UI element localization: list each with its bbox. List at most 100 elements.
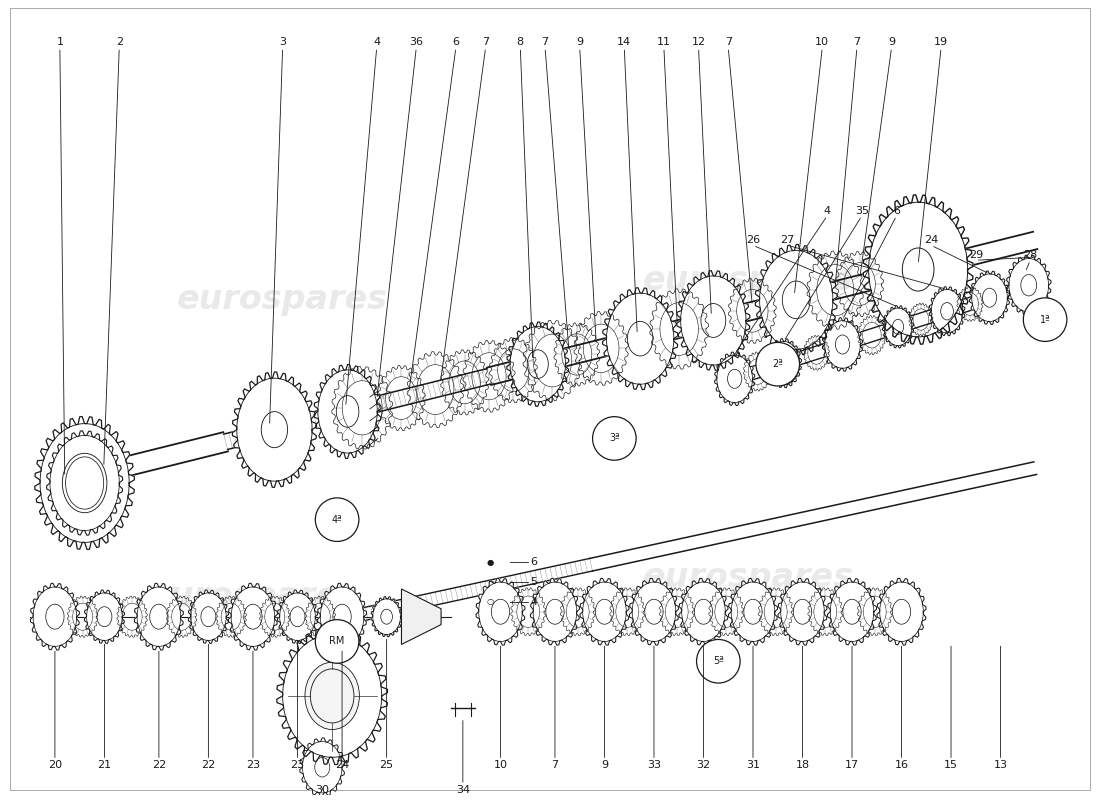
Text: 18: 18 — [795, 760, 810, 770]
Text: 6: 6 — [530, 558, 537, 567]
Polygon shape — [778, 578, 827, 646]
Text: 10: 10 — [815, 38, 829, 47]
Text: ○: ○ — [487, 598, 494, 606]
Circle shape — [593, 417, 636, 460]
Text: eurospares: eurospares — [642, 561, 854, 594]
Text: 6: 6 — [893, 206, 900, 216]
Polygon shape — [31, 583, 79, 650]
Polygon shape — [882, 306, 914, 348]
Polygon shape — [1006, 255, 1052, 315]
Polygon shape — [318, 583, 366, 650]
Text: 24: 24 — [924, 235, 938, 246]
Circle shape — [316, 498, 359, 542]
Polygon shape — [877, 578, 926, 646]
Text: 29: 29 — [969, 250, 983, 260]
Circle shape — [696, 639, 740, 683]
Text: 23: 23 — [290, 760, 305, 770]
Ellipse shape — [305, 662, 360, 730]
Text: 9: 9 — [888, 38, 895, 47]
Polygon shape — [827, 578, 877, 646]
Text: 2: 2 — [116, 38, 123, 47]
Text: 25: 25 — [379, 760, 394, 770]
Text: 34: 34 — [455, 785, 470, 795]
Text: 15: 15 — [944, 760, 958, 770]
Text: 22: 22 — [152, 760, 166, 770]
Polygon shape — [756, 245, 837, 355]
Text: eurospares: eurospares — [147, 580, 359, 614]
Text: 2ª: 2ª — [772, 359, 783, 369]
Text: 4: 4 — [373, 38, 381, 47]
Polygon shape — [823, 318, 862, 371]
Text: 7: 7 — [541, 38, 549, 47]
Text: 7: 7 — [551, 760, 559, 770]
Polygon shape — [679, 578, 728, 646]
Text: 6: 6 — [452, 38, 460, 47]
Text: 3ª: 3ª — [609, 434, 619, 443]
Polygon shape — [277, 627, 387, 765]
Text: 21: 21 — [98, 760, 111, 770]
Text: 30: 30 — [316, 785, 329, 795]
Text: 32: 32 — [696, 760, 711, 770]
Polygon shape — [530, 578, 580, 646]
Text: 5ª: 5ª — [713, 656, 724, 666]
Text: 9: 9 — [576, 38, 583, 47]
Text: 31: 31 — [746, 760, 760, 770]
Text: RM: RM — [329, 637, 344, 646]
Text: 4: 4 — [530, 597, 537, 607]
Text: 14: 14 — [617, 38, 631, 47]
Polygon shape — [300, 738, 344, 797]
Polygon shape — [229, 583, 277, 650]
Polygon shape — [232, 372, 317, 487]
Polygon shape — [603, 288, 678, 390]
Polygon shape — [930, 286, 965, 336]
Text: 7: 7 — [725, 38, 732, 47]
Text: 33: 33 — [647, 760, 661, 770]
Polygon shape — [507, 322, 569, 406]
Text: 10: 10 — [494, 760, 507, 770]
Polygon shape — [134, 583, 184, 650]
Text: 24: 24 — [334, 760, 349, 770]
Polygon shape — [766, 338, 802, 388]
Text: 36: 36 — [409, 38, 424, 47]
Circle shape — [1023, 298, 1067, 342]
Text: 26: 26 — [746, 235, 760, 246]
Polygon shape — [476, 578, 525, 646]
Polygon shape — [46, 431, 123, 535]
Polygon shape — [402, 589, 441, 645]
Text: 4: 4 — [824, 206, 830, 216]
Polygon shape — [676, 270, 750, 370]
Text: 9: 9 — [601, 760, 608, 770]
Circle shape — [756, 342, 800, 386]
Polygon shape — [629, 578, 679, 646]
Polygon shape — [728, 578, 778, 646]
Text: eurospares: eurospares — [177, 283, 388, 316]
Text: 13: 13 — [993, 760, 1008, 770]
Text: 7: 7 — [482, 38, 490, 47]
Text: eurospares: eurospares — [642, 263, 854, 297]
Polygon shape — [35, 417, 134, 550]
Text: ~: ~ — [487, 578, 494, 586]
Text: 19: 19 — [934, 38, 948, 47]
Polygon shape — [580, 578, 629, 646]
Text: 16: 16 — [894, 760, 909, 770]
Text: 8: 8 — [517, 38, 524, 47]
Polygon shape — [315, 365, 381, 458]
Circle shape — [316, 620, 359, 663]
Polygon shape — [715, 352, 755, 406]
Text: 20: 20 — [47, 760, 62, 770]
Polygon shape — [277, 590, 318, 643]
Polygon shape — [188, 590, 229, 643]
Text: 3: 3 — [279, 38, 286, 47]
Text: 27: 27 — [781, 235, 795, 246]
Text: 28: 28 — [1023, 250, 1037, 260]
Polygon shape — [969, 271, 1010, 325]
Text: 1ª: 1ª — [1040, 314, 1050, 325]
Text: 23: 23 — [246, 760, 260, 770]
Polygon shape — [371, 597, 403, 637]
Text: 5: 5 — [530, 577, 537, 587]
Text: 11: 11 — [657, 38, 671, 47]
Text: 35: 35 — [855, 206, 869, 216]
Polygon shape — [864, 195, 974, 344]
Text: 4ª: 4ª — [332, 514, 342, 525]
Ellipse shape — [57, 448, 112, 518]
